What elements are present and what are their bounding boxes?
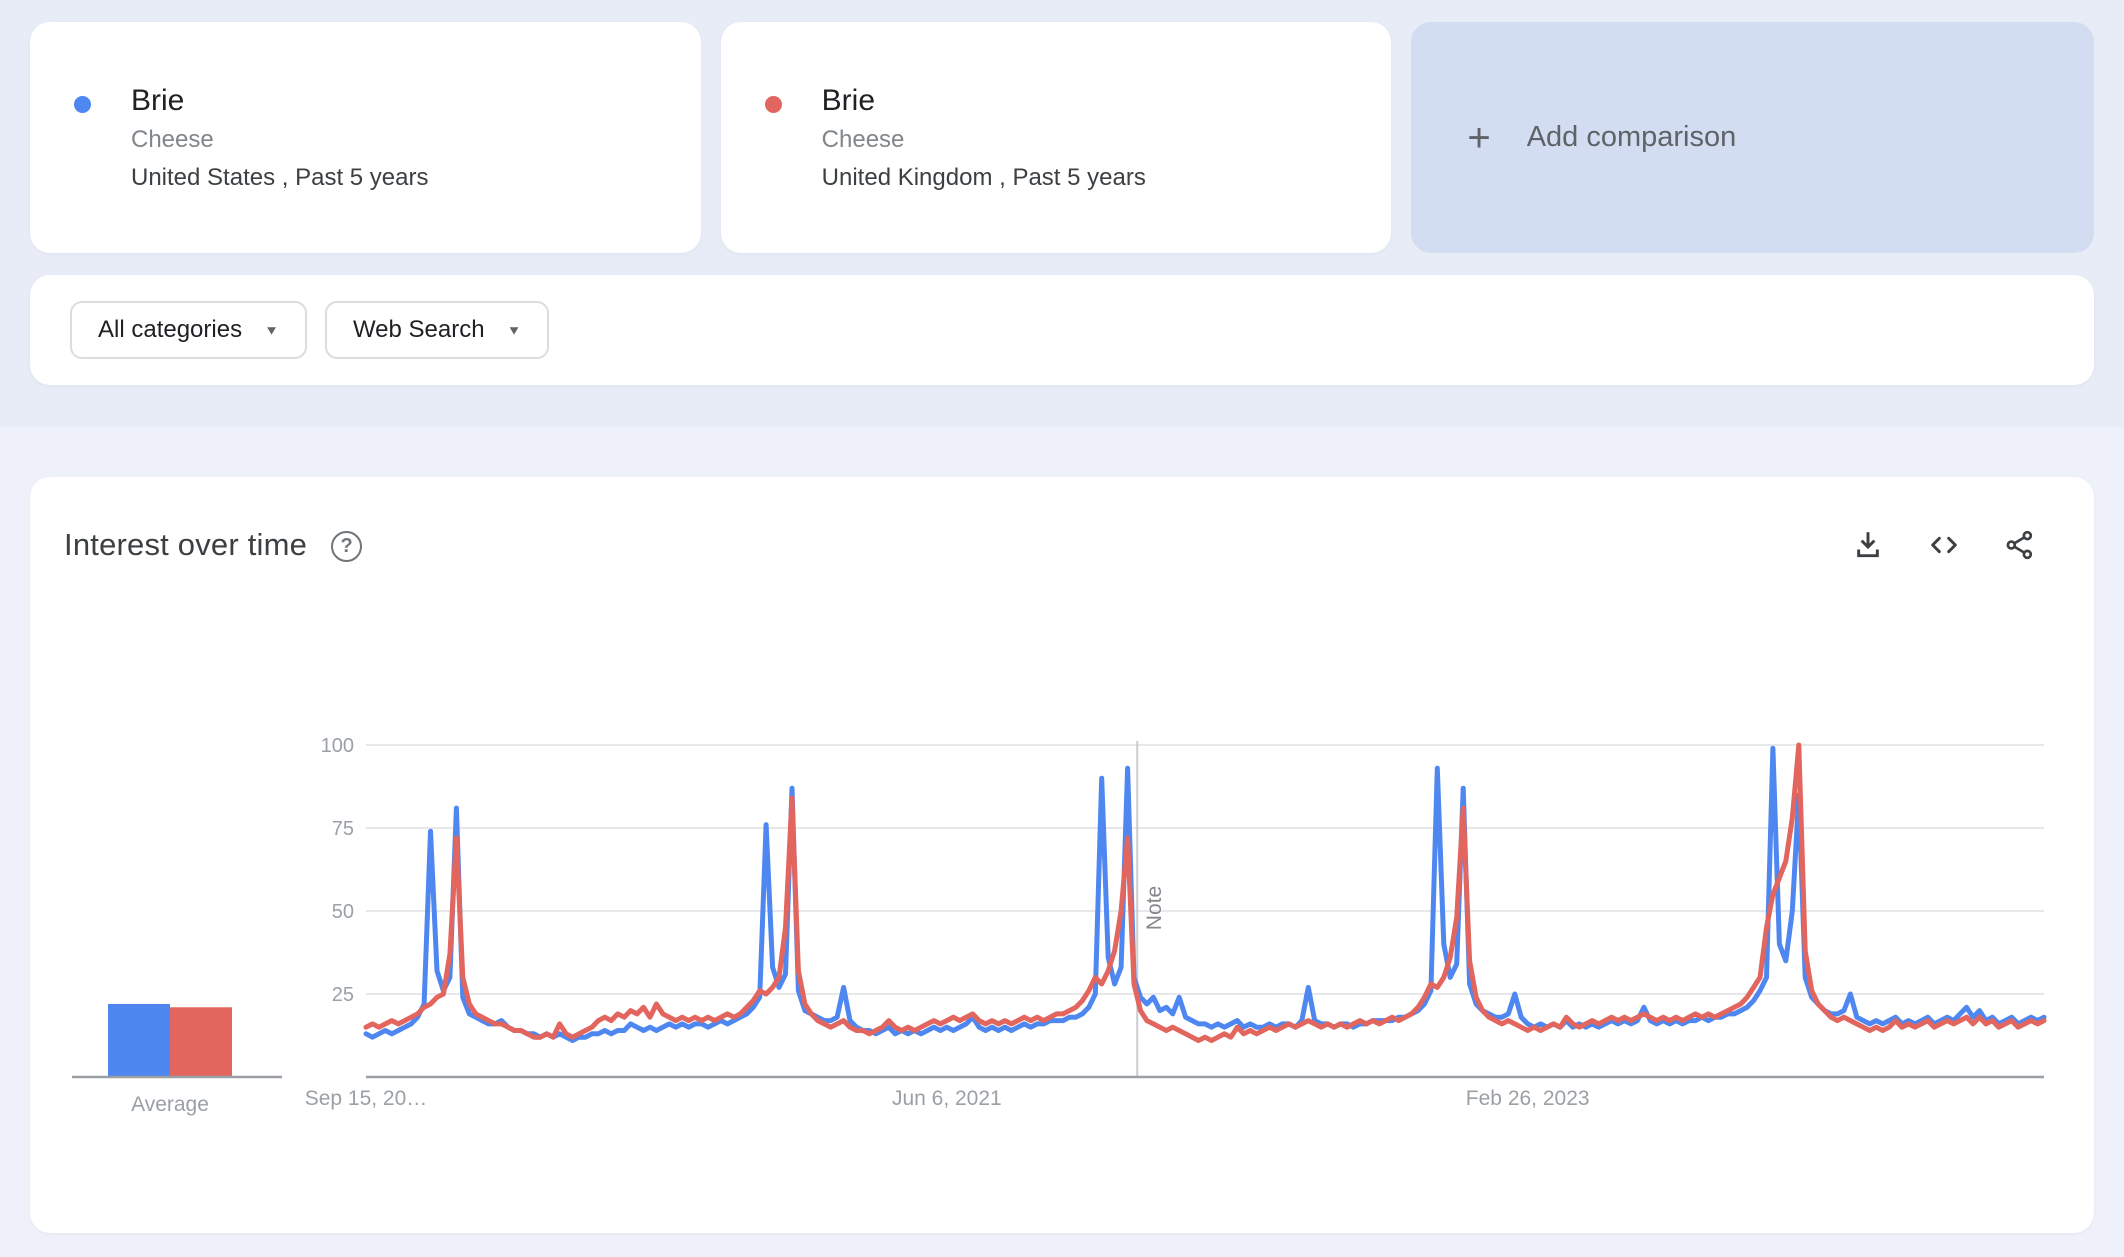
comparison-card-uk[interactable]: Brie Cheese United Kingdom , Past 5 year… (720, 22, 1392, 253)
x-axis-tick-label: Feb 26, 2023 (1466, 1087, 1590, 1110)
x-axis-tick-label: Jun 6, 2021 (892, 1087, 1002, 1110)
y-axis-tick-label: 50 (332, 901, 354, 923)
search-type-dropdown[interactable]: Web Search ▼ (324, 301, 550, 359)
x-axis-tick-label: Sep 15, 20… (305, 1087, 428, 1110)
download-icon[interactable] (1852, 529, 1884, 561)
series-color-dot-uk (764, 96, 782, 113)
panel-header: Interest over time ? (30, 477, 2094, 575)
us-series-line (363, 745, 2047, 1043)
search-scope: United Kingdom , Past 5 years (821, 163, 1146, 191)
comparison-card-uk-text: Brie Cheese United Kingdom , Past 5 year… (822, 81, 1146, 195)
y-axis-tick-label: 100 (321, 735, 354, 757)
average-bar-uk (170, 1007, 232, 1077)
search-term: Brie (821, 83, 876, 117)
average-label: Average (131, 1093, 209, 1116)
interest-over-time-chart[interactable]: 25 50 75 100 Note Sep 15, 20… Jun 6, 2021 Feb 2… (30, 575, 2094, 1233)
y-axis-tick-label: 75 (332, 818, 354, 840)
help-icon[interactable]: ? (331, 530, 363, 562)
add-comparison-button[interactable]: + Add comparison (1411, 22, 2095, 253)
comparison-cards-row: Brie Cheese United States , Past 5 years… (30, 22, 2095, 253)
chevron-down-icon: ▼ (264, 322, 279, 338)
category-dropdown[interactable]: All categories ▼ (70, 301, 307, 359)
code-embed-icon[interactable] (1928, 529, 1960, 561)
uk-series-line (363, 742, 2047, 1043)
plus-icon: + (1467, 115, 1491, 160)
average-bar-us (108, 1003, 170, 1077)
y-axis-tick-label: 25 (332, 984, 354, 1006)
comparison-card-us-text: Brie Cheese United States , Past 5 years (131, 81, 428, 195)
interest-over-time-panel: Interest over time ? 25 50 (30, 477, 2094, 1233)
chevron-down-icon: ▼ (506, 322, 522, 338)
comparison-card-us[interactable]: Brie Cheese United States , Past 5 years (30, 22, 701, 253)
search-topic: Cheese (821, 125, 905, 153)
chart-action-icons (1852, 529, 2036, 561)
panel-title: Interest over time (64, 527, 308, 562)
search-type-dropdown-label: Web Search (352, 316, 485, 343)
series-color-dot-us (74, 96, 91, 113)
note-marker-label: Note (1143, 886, 1166, 930)
share-icon[interactable] (2004, 529, 2036, 561)
add-comparison-label: Add comparison (1526, 121, 1737, 153)
search-term: Brie (131, 83, 185, 117)
category-dropdown-label: All categories (98, 316, 243, 343)
search-topic: Cheese (131, 125, 214, 153)
filter-bar: All categories ▼ Web Search ▼ (30, 275, 2094, 385)
search-scope: United States , Past 5 years (131, 163, 429, 191)
